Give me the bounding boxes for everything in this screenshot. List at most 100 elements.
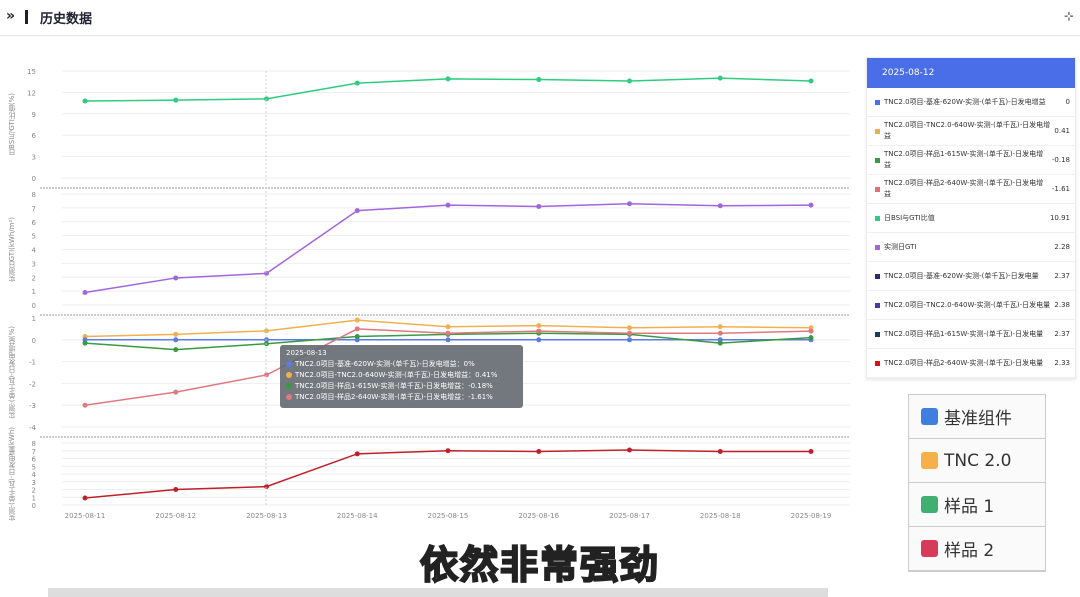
panel-row-label: 日BSI与GTI比值 — [884, 213, 935, 222]
x-tick-label: 2025-08-12 — [155, 512, 196, 520]
panel-row-value: 2.33 — [1054, 359, 1070, 367]
horizontal-scrollbar[interactable] — [48, 588, 828, 597]
series-dot-icon — [286, 383, 292, 389]
data-point — [536, 449, 542, 455]
data-point — [82, 495, 88, 501]
panel-row: TNC2.0项目-样品2-640W-实测-(单千瓦)-日发电量 2.33 — [867, 349, 1075, 378]
y-tick-label: 1 — [32, 494, 36, 502]
y-tick-label: 3 — [32, 154, 36, 162]
data-point — [354, 80, 360, 86]
data-point — [264, 328, 269, 334]
y-tick-label: 15 — [27, 68, 36, 76]
page-title: 历史数据 — [40, 12, 93, 27]
tooltip-date: 2025-08-13 — [286, 349, 327, 357]
data-point — [445, 76, 451, 82]
y-axis-label: 实测-(单千瓦)-日发电增益(%) — [8, 326, 16, 419]
data-point — [354, 317, 360, 323]
fullscreen-icon[interactable]: ⊹ — [1063, 9, 1074, 23]
y-tick-label: 3 — [32, 479, 36, 487]
panel-row-value: 10.91 — [1049, 214, 1070, 222]
data-point — [354, 208, 360, 214]
series-swatch-icon — [875, 302, 880, 308]
series-line — [84, 77, 812, 102]
y-tick-label: -4 — [29, 424, 37, 432]
tooltip-text: TNC2.0项目-基准-620W-实测-(单千瓦)-日发电增益：0% — [295, 360, 475, 368]
legend-item: 样品 1 — [909, 483, 1045, 527]
series-line — [84, 202, 812, 294]
tooltip-row: TNC2.0项目-基准-620W-实测-(单千瓦)-日发电增益：0% — [286, 359, 517, 370]
tooltip-row: TNC2.0项目-样品1-615W-实测-(单千瓦)-日发电增益：-0.18% — [286, 381, 517, 392]
series-swatch-icon — [875, 360, 880, 366]
panel-row-label: TNC2.0项目-基准-620W-实测-(单千瓦)-日发电量 — [884, 271, 1039, 280]
x-tick-label: 2025-08-15 — [428, 512, 469, 520]
tooltip-text: TNC2.0项目-样品1-615W-实测-(单千瓦)-日发电增益：-0.18% — [295, 382, 493, 390]
x-tick-label: 2025-08-14 — [337, 512, 378, 520]
data-point — [82, 402, 88, 408]
legend-label: TNC 2.0 — [944, 450, 1012, 471]
legend-label: 基准组件 — [944, 409, 1012, 429]
data-point — [627, 201, 632, 207]
series-swatch-icon — [875, 244, 880, 250]
y-tick-label: 6 — [32, 132, 37, 140]
y-tick-label: 5 — [32, 233, 36, 241]
y-tick-label: -1 — [29, 359, 36, 367]
panel-row: TNC2.0项目-样品2-640W-实测-(单千瓦)-日发电增益 -1.61 — [867, 175, 1075, 204]
panel-row: TNC2.0项目-基准-620W-实测-(单千瓦)-日发电增益 0 — [867, 88, 1075, 117]
y-tick-label: 2 — [32, 274, 36, 282]
data-point — [536, 328, 542, 334]
data-point — [717, 340, 723, 346]
data-point — [264, 270, 269, 276]
tooltip-text: TNC2.0项目-样品2-640W-实测-(单千瓦)-日发电增益：-1.61% — [295, 393, 493, 401]
panel-row: TNC2.0项目-TNC2.0-640W-实测-(单千瓦)-日发电量 2.38 — [867, 291, 1075, 320]
data-point — [627, 330, 632, 336]
data-point — [354, 451, 360, 457]
data-point — [536, 77, 542, 83]
panel-row: TNC2.0项目-样品1-615W-实测-(单千瓦)-日发电增益 -0.18 — [867, 146, 1075, 175]
panel-row-label: TNC2.0项目-TNC2.0-640W-实测-(单千瓦)-日发电量 — [884, 300, 1051, 309]
panel-row-value: -1.61 — [1051, 185, 1070, 193]
data-point — [354, 326, 360, 332]
data-point — [808, 202, 814, 208]
y-tick-label: 12 — [27, 89, 36, 97]
panel-row: TNC2.0项目-样品1-615W-实测-(单千瓦)-日发电量 2.37 — [867, 320, 1075, 349]
y-tick-label: 5 — [32, 463, 36, 471]
panel-row-value: 2.37 — [1054, 330, 1070, 338]
y-tick-label: -3 — [29, 402, 36, 410]
panel-row: TNC2.0项目-TNC2.0-640W-实测-(单千瓦)-日发电增益 0.41 — [867, 117, 1075, 146]
y-tick-label: 7 — [32, 205, 36, 213]
data-point — [717, 324, 723, 330]
y-tick-label: 0 — [32, 175, 36, 183]
panel-row-label: TNC2.0项目-TNC2.0-640W-实测-(单千瓦)-日发电增益 — [884, 121, 1051, 140]
y-tick-label: 4 — [32, 247, 37, 255]
title-divider — [25, 10, 28, 24]
data-point — [173, 337, 179, 343]
header: » 历史数据 ⊹ — [0, 0, 1080, 36]
panel-row-label: TNC2.0项目-样品1-615W-实测-(单千瓦)-日发电增益 — [884, 150, 1044, 169]
history-charts[interactable]: 03691215012345678-4-3-2-1010123456782025… — [0, 36, 860, 536]
x-tick-label: 2025-08-19 — [791, 512, 832, 520]
legend-item: 样品 2 — [909, 527, 1045, 571]
panel-row-value: 2.28 — [1054, 243, 1070, 251]
y-tick-label: 2 — [32, 487, 36, 495]
double-chevron-right-icon[interactable]: » — [6, 8, 16, 24]
series-swatch-icon — [875, 157, 880, 163]
data-point — [354, 334, 360, 340]
y-axis-label: 实测-(单千瓦)-日发电量(kWh) — [8, 427, 16, 522]
data-point — [627, 447, 632, 453]
data-point — [536, 203, 542, 209]
data-point — [808, 328, 814, 334]
data-point — [717, 330, 723, 336]
data-point — [264, 484, 269, 490]
tooltip-row: TNC2.0项目-TNC2.0-640W-实测-(单千瓦)-日发电增益：0.41… — [286, 370, 517, 381]
data-point — [627, 325, 632, 331]
panel-row-value: 2.38 — [1054, 301, 1070, 309]
y-tick-label: 9 — [32, 111, 36, 119]
y-tick-label: 1 — [32, 315, 36, 323]
y-tick-label: 4 — [32, 471, 37, 479]
panel-row-label: TNC2.0项目-样品2-640W-实测-(单千瓦)-日发电增益 — [884, 179, 1044, 198]
data-point — [173, 389, 179, 395]
series-dot-icon — [286, 394, 292, 400]
y-tick-label: 1 — [32, 288, 36, 296]
data-point — [173, 97, 179, 103]
data-point — [627, 337, 632, 343]
